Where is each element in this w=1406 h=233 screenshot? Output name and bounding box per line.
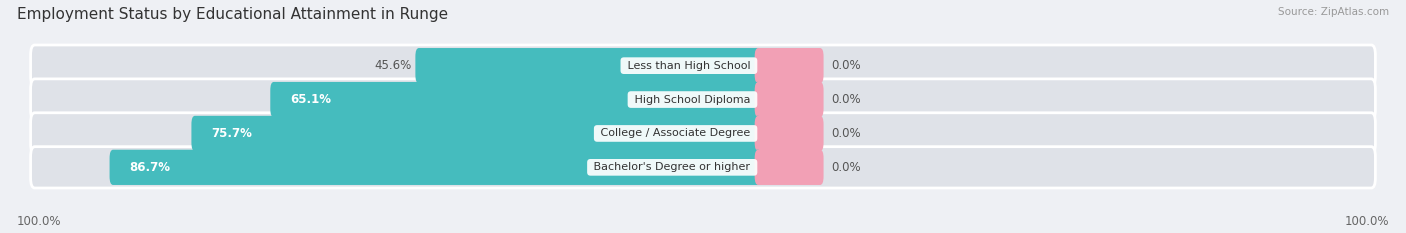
FancyBboxPatch shape [191,116,762,151]
Text: 100.0%: 100.0% [17,215,62,228]
FancyBboxPatch shape [31,79,1375,120]
FancyBboxPatch shape [755,150,824,185]
Text: 65.1%: 65.1% [290,93,332,106]
Text: 45.6%: 45.6% [374,59,412,72]
Text: Employment Status by Educational Attainment in Runge: Employment Status by Educational Attainm… [17,7,449,22]
Text: Bachelor's Degree or higher: Bachelor's Degree or higher [591,162,754,172]
FancyBboxPatch shape [755,48,824,83]
FancyBboxPatch shape [270,82,762,117]
Text: College / Associate Degree: College / Associate Degree [598,128,754,138]
Text: 0.0%: 0.0% [831,59,860,72]
Text: High School Diploma: High School Diploma [631,95,754,105]
FancyBboxPatch shape [755,82,824,117]
Text: 75.7%: 75.7% [211,127,252,140]
Text: 86.7%: 86.7% [129,161,170,174]
FancyBboxPatch shape [31,45,1375,86]
Text: 0.0%: 0.0% [831,127,860,140]
FancyBboxPatch shape [415,48,762,83]
FancyBboxPatch shape [31,113,1375,154]
Text: 0.0%: 0.0% [831,161,860,174]
FancyBboxPatch shape [110,150,762,185]
FancyBboxPatch shape [31,147,1375,188]
Text: Source: ZipAtlas.com: Source: ZipAtlas.com [1278,7,1389,17]
FancyBboxPatch shape [755,116,824,151]
Text: Less than High School: Less than High School [624,61,754,71]
Text: 0.0%: 0.0% [831,93,860,106]
Text: 100.0%: 100.0% [1344,215,1389,228]
